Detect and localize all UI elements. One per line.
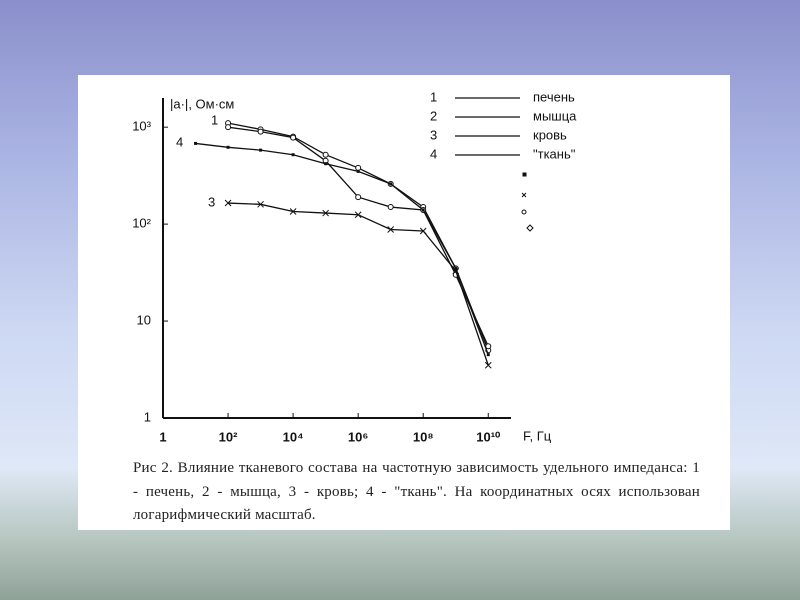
x-axis-label: F, Гц: [523, 428, 552, 443]
series-line: [227, 126, 489, 347]
point: [322, 209, 329, 217]
x-tick-label: 10²: [219, 429, 238, 444]
point: [226, 145, 230, 149]
point: [355, 164, 362, 171]
legend-label: печень: [533, 89, 575, 104]
x-tick-label: 1: [159, 429, 166, 444]
legend-label: мышца: [533, 108, 577, 123]
point: [389, 182, 393, 186]
legend-number: 1: [430, 89, 437, 104]
series-line: [195, 142, 489, 355]
legend-number: 3: [430, 127, 437, 142]
point: [322, 151, 329, 158]
point: [290, 134, 297, 141]
point: [257, 200, 264, 208]
figure-panel: |a·|, Ом·см F, Гц 1 10 10² 10³ 1 10² 10⁴ 10⁶ 10⁸…: [78, 75, 730, 530]
legend-number: 2: [430, 108, 437, 123]
point: [419, 227, 427, 235]
curve-label: 1: [211, 112, 218, 127]
series-line: [228, 202, 489, 366]
y-tick-label: 10: [137, 312, 151, 327]
y-tick-label: 10²: [132, 216, 151, 231]
point: [421, 208, 425, 212]
point: [484, 361, 492, 369]
point: [387, 226, 395, 233]
caption: Рис 2. Влияние тканевого состава на част…: [133, 460, 700, 523]
y-axis-label: |a·|, Ом·см: [170, 96, 234, 111]
x-tick-label: 10¹⁰: [476, 429, 501, 444]
curve-label: 4: [176, 134, 183, 149]
point: [454, 266, 458, 270]
point: [354, 211, 362, 219]
chart: |a·|, Ом·см F, Гц 1 10 10² 10³ 1 10² 10⁴ 10⁶ 10⁸…: [132, 89, 577, 444]
point: [259, 148, 263, 152]
curve-label: 3: [208, 194, 215, 209]
point: [291, 153, 295, 157]
legend-extra-markers: [521, 172, 534, 232]
point: [355, 194, 362, 201]
legend-label: кровь: [533, 127, 567, 142]
y-tick-label: 10³: [132, 119, 151, 134]
series-line: [227, 122, 489, 351]
point: [289, 208, 297, 215]
point: [224, 199, 232, 207]
legend-number: 4: [430, 146, 437, 161]
x-tick-label: 10⁶: [348, 429, 368, 444]
point: [356, 169, 360, 173]
point: [324, 162, 328, 166]
legend-label: "ткань": [533, 146, 576, 161]
y-tick-label: 1: [144, 409, 151, 424]
point: [194, 141, 198, 145]
point: [225, 124, 232, 131]
x-tick-label: 10⁸: [413, 429, 434, 444]
x-tick-label: 10⁴: [283, 429, 304, 444]
point: [387, 204, 394, 211]
point: [485, 343, 492, 350]
point: [486, 353, 490, 357]
point: [257, 128, 264, 135]
